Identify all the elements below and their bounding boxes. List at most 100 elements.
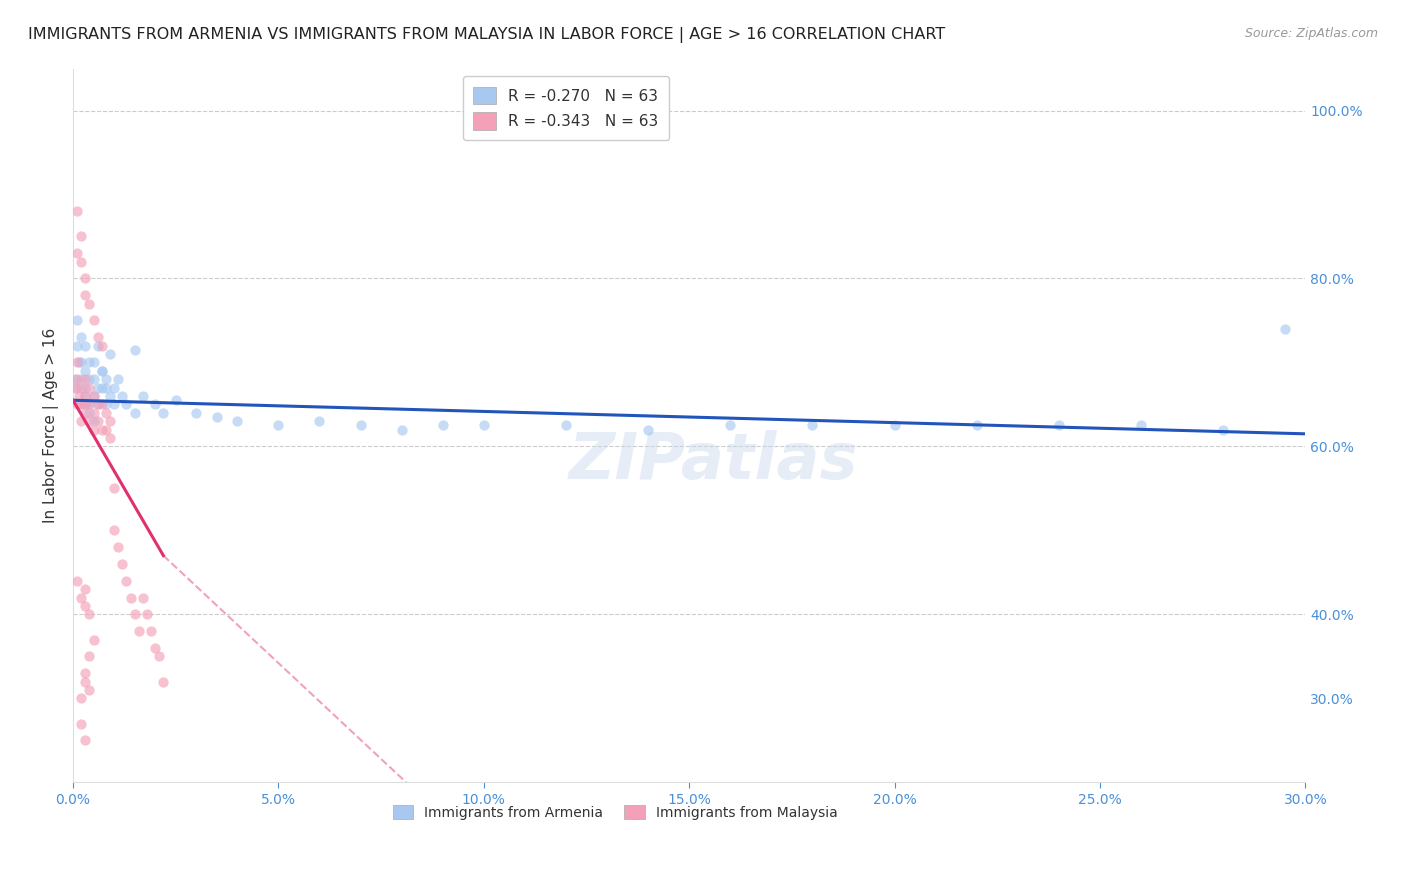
Point: [94, 372, 117, 386]
Point: [86, 414, 108, 428]
Text: IMMIGRANTS FROM ARMENIA VS IMMIGRANTS FROM MALAYSIA IN LABOR FORCE | AGE > 16 CO: IMMIGRANTS FROM ARMENIA VS IMMIGRANTS FR…: [28, 27, 945, 43]
Point: [94, 406, 117, 420]
Point: [637, 423, 659, 437]
Point: [94, 381, 117, 395]
Point: [66, 204, 89, 219]
Point: [966, 418, 988, 433]
Point: [83, 372, 105, 386]
Point: [132, 591, 155, 605]
Text: ZIPatlas: ZIPatlas: [569, 430, 859, 492]
Point: [1047, 418, 1070, 433]
Point: [103, 482, 125, 496]
Point: [143, 640, 166, 655]
Point: [79, 296, 101, 310]
Point: [75, 666, 97, 681]
Point: [70, 414, 93, 428]
Point: [86, 397, 108, 411]
Point: [472, 418, 495, 433]
Point: [124, 607, 146, 622]
Point: [98, 389, 121, 403]
Point: [1130, 418, 1153, 433]
Point: [75, 674, 97, 689]
Point: [1274, 322, 1296, 336]
Point: [86, 330, 108, 344]
Point: [79, 607, 101, 622]
Point: [115, 397, 138, 411]
Y-axis label: In Labor Force | Age > 16: In Labor Force | Age > 16: [44, 327, 59, 523]
Point: [75, 389, 97, 403]
Point: [98, 414, 121, 428]
Point: [107, 372, 129, 386]
Point: [75, 389, 97, 403]
Point: [83, 355, 105, 369]
Point: [98, 431, 121, 445]
Point: [66, 397, 89, 411]
Point: [124, 406, 146, 420]
Point: [66, 246, 89, 260]
Point: [165, 393, 187, 408]
Point: [83, 414, 105, 428]
Point: [70, 229, 93, 244]
Point: [75, 406, 97, 420]
Point: [83, 389, 105, 403]
Point: [79, 406, 101, 420]
Point: [79, 397, 101, 411]
Point: [79, 683, 101, 698]
Point: [111, 389, 134, 403]
Point: [148, 649, 170, 664]
Point: [70, 591, 93, 605]
Point: [70, 397, 93, 411]
Point: [90, 381, 112, 395]
Point: [120, 591, 142, 605]
Point: [143, 397, 166, 411]
Point: [79, 414, 101, 428]
Point: [70, 330, 93, 344]
Point: [86, 339, 108, 353]
Point: [86, 397, 108, 411]
Point: [90, 364, 112, 378]
Point: [79, 381, 101, 395]
Point: [83, 406, 105, 420]
Text: Source: ZipAtlas.com: Source: ZipAtlas.com: [1244, 27, 1378, 40]
Point: [718, 418, 741, 433]
Point: [124, 343, 146, 357]
Point: [75, 599, 97, 613]
Point: [63, 372, 86, 386]
Point: [83, 632, 105, 647]
Point: [90, 423, 112, 437]
Point: [83, 389, 105, 403]
Point: [70, 716, 93, 731]
Point: [90, 397, 112, 411]
Point: [66, 355, 89, 369]
Point: [70, 691, 93, 706]
Point: [205, 410, 228, 425]
Point: [75, 397, 97, 411]
Point: [70, 254, 93, 268]
Point: [70, 397, 93, 411]
Point: [136, 607, 159, 622]
Point: [555, 418, 578, 433]
Point: [107, 540, 129, 554]
Point: [883, 418, 905, 433]
Point: [75, 339, 97, 353]
Point: [75, 381, 97, 395]
Point: [115, 574, 138, 588]
Point: [90, 339, 112, 353]
Point: [90, 364, 112, 378]
Point: [75, 372, 97, 386]
Point: [66, 381, 89, 395]
Point: [79, 397, 101, 411]
Point: [75, 364, 97, 378]
Legend: Immigrants from Armenia, Immigrants from Malaysia: Immigrants from Armenia, Immigrants from…: [387, 799, 844, 825]
Point: [801, 418, 824, 433]
Point: [66, 372, 89, 386]
Point: [186, 406, 208, 420]
Point: [391, 423, 413, 437]
Point: [103, 524, 125, 538]
Point: [267, 418, 290, 433]
Point: [70, 372, 93, 386]
Point: [132, 389, 155, 403]
Point: [226, 414, 249, 428]
Point: [66, 574, 89, 588]
Point: [111, 557, 134, 571]
